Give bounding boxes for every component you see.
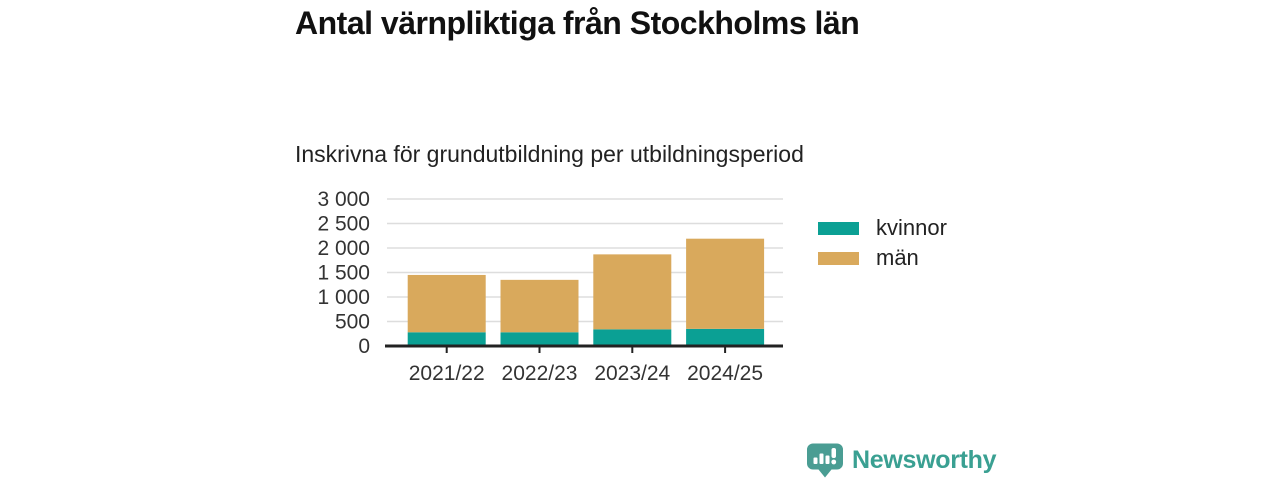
bar-segment-kvinnor-2022/23 [500, 332, 579, 346]
legend-label-kvinnor: kvinnor [876, 215, 947, 240]
y-axis-tick-label: 0 [358, 335, 370, 358]
y-axis-tick-label: 2 000 [317, 237, 370, 260]
newsworthy-logo-icon [807, 443, 843, 478]
x-axis-tick-label: 2021/22 [409, 362, 485, 385]
chart-subtitle: Inskrivna för grundutbildning per utbild… [295, 141, 804, 167]
y-axis-tick-label: 500 [335, 311, 370, 334]
bar-segment-män-2023/24 [593, 254, 672, 330]
x-axis-tick-label: 2023/24 [594, 362, 670, 385]
bar-segment-kvinnor-2023/24 [593, 329, 672, 346]
bar-segment-män-2021/22 [407, 274, 486, 333]
chart-legend: kvinnor män [818, 215, 947, 271]
brand-footer: Newsworthy [806, 443, 997, 478]
bar-segment-män-2022/23 [500, 279, 579, 333]
x-axis-tick-label: 2022/23 [502, 362, 578, 385]
brand-name: Newsworthy [852, 446, 997, 474]
bar-segment-kvinnor-2021/22 [407, 332, 486, 346]
legend-item-man: män [818, 245, 947, 271]
chart-title: Antal värnpliktiga från Stockholms län [295, 5, 860, 41]
bar-segment-kvinnor-2024/25 [686, 328, 765, 346]
y-axis-tick-label: 2 500 [317, 213, 370, 236]
x-axis-tick-label: 2024/25 [687, 362, 763, 385]
legend-label-man: män [876, 245, 919, 270]
legend-item-kvinnor: kvinnor [818, 215, 947, 241]
y-axis-tick-label: 3 000 [317, 188, 370, 211]
y-axis-tick-label: 1 500 [317, 262, 370, 285]
y-axis-tick-label: 1 000 [317, 286, 370, 309]
bar-segment-män-2024/25 [686, 238, 765, 329]
legend-swatch-man [818, 251, 859, 265]
legend-swatch-kvinnor [818, 221, 859, 235]
